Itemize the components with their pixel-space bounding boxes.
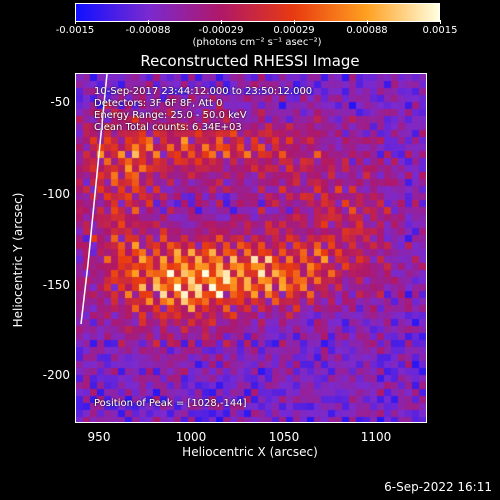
colorbar-tick-label: 0.00088	[346, 25, 388, 36]
colorbar-tick-mark	[440, 20, 441, 24]
y-tick-label: -200	[42, 368, 70, 382]
colorbar-tick-label: 0.00029	[273, 25, 315, 36]
y-tick-label: -50	[50, 95, 70, 109]
y-axis-label: Heliocentric Y (arcsec)	[11, 192, 25, 328]
x-tick-label: 1100	[360, 430, 392, 444]
energy-range-text: Energy Range: 25.0 - 50.0 keV	[94, 110, 247, 121]
colorbar-tick-label: -0.00029	[198, 25, 244, 36]
colorbar-tick-mark	[294, 20, 295, 24]
y-tick-label: -150	[42, 278, 70, 292]
colorbar-tick-mark	[221, 20, 222, 24]
x-tick-label: 1000	[175, 430, 207, 444]
colorbar-tick-label: -0.00088	[125, 25, 171, 36]
colorbar-tick-label: -0.0015	[55, 25, 95, 36]
colorbar-tick-label: 0.0015	[422, 25, 458, 36]
colorbar-tick-mark	[148, 20, 149, 24]
colorbar-tick-mark	[75, 20, 76, 24]
peak-position-text: Position of Peak = [1028,-144]	[94, 398, 247, 409]
y-tick-label: -100	[42, 187, 70, 201]
plot-title: Reconstructed RHESSI Image	[140, 52, 360, 70]
detectors-text: Detectors: 3F 6F 8F, Att 0	[94, 98, 223, 109]
x-tick-label: 950	[87, 430, 111, 444]
limb-line	[80, 74, 108, 325]
colorbar-tick-mark	[367, 20, 368, 24]
time-range-text: 10-Sep-2017 23:44:12.000 to 23:50:12.000	[94, 86, 313, 97]
x-tick-label: 1050	[268, 430, 300, 444]
heatmap-image	[76, 74, 426, 422]
clean-counts-text: Clean Total counts: 6.34E+03	[94, 122, 242, 133]
colorbar	[75, 3, 440, 22]
x-axis-label: Heliocentric X (arcsec)	[182, 445, 318, 459]
plot-area: 10-Sep-2017 23:44:12.000 to 23:50:12.000…	[75, 73, 427, 423]
timestamp: 6-Sep-2022 16:11	[384, 480, 492, 494]
colorbar-units-label: (photons cm⁻² s⁻¹ asec⁻²)	[192, 37, 322, 48]
